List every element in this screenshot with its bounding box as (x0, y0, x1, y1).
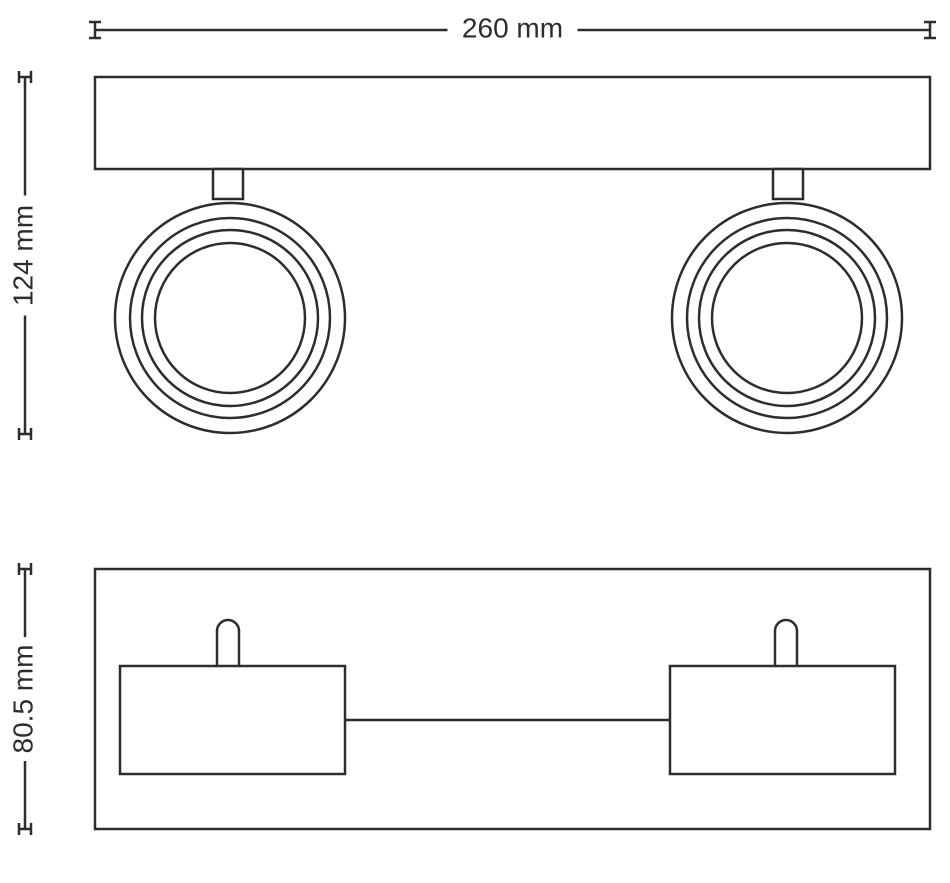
spot-body-1 (120, 666, 345, 774)
side-height-dimension-label: 80.5 mm (7, 645, 38, 754)
technical-drawing: 260 mm 124 mm 80.5 mm (0, 0, 950, 883)
mounting-bar-front (95, 77, 930, 169)
pivot-pin-1 (217, 620, 239, 666)
spot-2-ring-0 (672, 203, 902, 433)
width-dimension-label: 260 mm (462, 12, 563, 43)
neck-1 (213, 169, 243, 199)
spot-body-2 (670, 666, 895, 774)
spot-1-ring-0 (115, 203, 345, 433)
neck-2 (773, 169, 803, 199)
front-height-dimension-label: 124 mm (7, 205, 38, 306)
drawing-svg: 260 mm 124 mm 80.5 mm (0, 0, 950, 883)
pivot-pin-2 (775, 620, 797, 666)
